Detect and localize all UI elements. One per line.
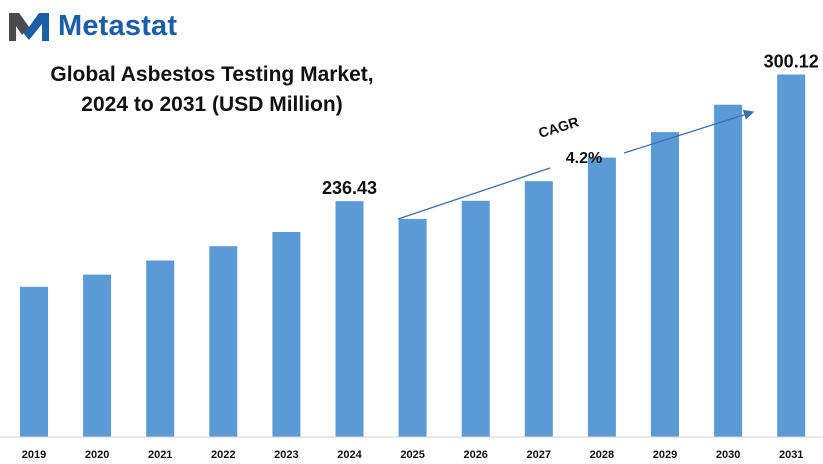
bar-2027	[524, 181, 553, 437]
x-tick-label: 2029	[653, 449, 677, 461]
x-tick-label: 2028	[590, 449, 614, 461]
bar-2025	[398, 218, 427, 437]
bar-2022	[209, 246, 238, 437]
brand-name: Metastat	[58, 9, 178, 42]
bar-2020	[83, 274, 112, 437]
chart-title-line-2: 2024 to 2031 (USD Million)	[81, 93, 343, 116]
bar-2031	[777, 74, 806, 437]
x-tick-label: 2027	[527, 449, 551, 461]
x-tick-label: 2025	[400, 449, 424, 461]
data-label-2031: 300.12	[764, 52, 819, 72]
bar-group	[20, 74, 806, 437]
data-label-2024: 236.43	[322, 178, 377, 198]
x-tick-label: 2020	[85, 449, 109, 461]
x-tick-label: 2030	[716, 449, 740, 461]
x-tick-label: 2026	[463, 449, 487, 461]
bar-2026	[461, 200, 490, 437]
x-tick-label: 2022	[211, 449, 235, 461]
bar-2019	[20, 286, 48, 437]
brand-logo: Metastat	[6, 6, 177, 46]
x-tick-label: 2023	[274, 449, 298, 461]
bar-2021	[146, 260, 175, 437]
cagr-arrow-segment	[397, 167, 551, 220]
cagr-value: 4.2%	[566, 150, 602, 167]
x-axis-ticks: 2019 2020 2021 2022 2023 2024 2025 2026 2027 2028…	[22, 449, 804, 461]
chart-title-line-1: Global Asbestos Testing Market,	[50, 63, 374, 86]
x-tick-label: 2019	[22, 449, 46, 461]
cagr-label: CAGR	[536, 114, 580, 141]
x-tick-label: 2021	[148, 449, 172, 461]
chart-title: Global Asbestos Testing Market, 2024 to …	[22, 60, 402, 120]
cagr-arrow	[623, 109, 755, 154]
x-tick-label: 2024	[337, 449, 362, 461]
bar-2024	[335, 201, 364, 437]
bar-2023	[272, 232, 301, 437]
x-tick-label: 2031	[779, 449, 803, 461]
metastat-m-logo-icon	[9, 13, 49, 41]
data-labels: 236.43 300.12	[322, 52, 819, 199]
bar-2030	[714, 104, 743, 437]
bar-2028	[587, 157, 616, 437]
bar-2029	[651, 132, 679, 437]
cagr-annotation: CAGR 4.2%	[397, 109, 755, 220]
